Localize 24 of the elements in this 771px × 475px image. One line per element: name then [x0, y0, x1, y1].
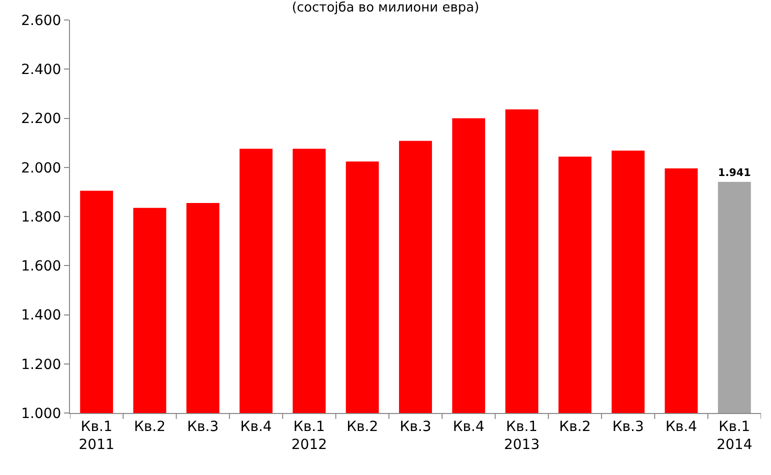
y-tick-label: 2.400 [21, 62, 62, 78]
x-tick-label: Кв.1 2013 [504, 418, 540, 453]
x-tick-label: Кв.2 [134, 418, 166, 435]
x-tick-label: Кв.4 [452, 418, 485, 435]
y-tick-label: 1.200 [21, 356, 62, 373]
x-tick-label: Кв.1 2012 [291, 418, 328, 453]
x-tick-label: Кв.2 [559, 418, 591, 435]
y-tick-label: 1.400 [21, 308, 62, 324]
chart-title: (состојба во милиони евра) [292, 0, 480, 16]
x-tick-label: Кв.4 [240, 418, 272, 435]
x-tick-label: Кв.3 [187, 418, 219, 435]
y-tick-label: 2.200 [21, 111, 62, 128]
x-tick-label: Кв.3 [400, 418, 432, 435]
y-tick-label: 2.600 [21, 12, 62, 29]
data-label: 1.941 [718, 166, 751, 179]
x-tick-label: Кв.1 2011 [78, 418, 114, 453]
x-tick-label: Кв.1 2014 [716, 418, 752, 453]
x-tick-label: Кв.4 [665, 418, 698, 435]
x-tick-label: Кв.3 [612, 418, 644, 435]
y-tick-label: 1.800 [21, 209, 62, 226]
x-tick-label: Кв.2 [346, 418, 378, 435]
y-tick-label: 1.000 [21, 406, 62, 422]
y-tick-label: 1.600 [21, 258, 62, 275]
y-tick-label: 2.000 [21, 160, 62, 176]
